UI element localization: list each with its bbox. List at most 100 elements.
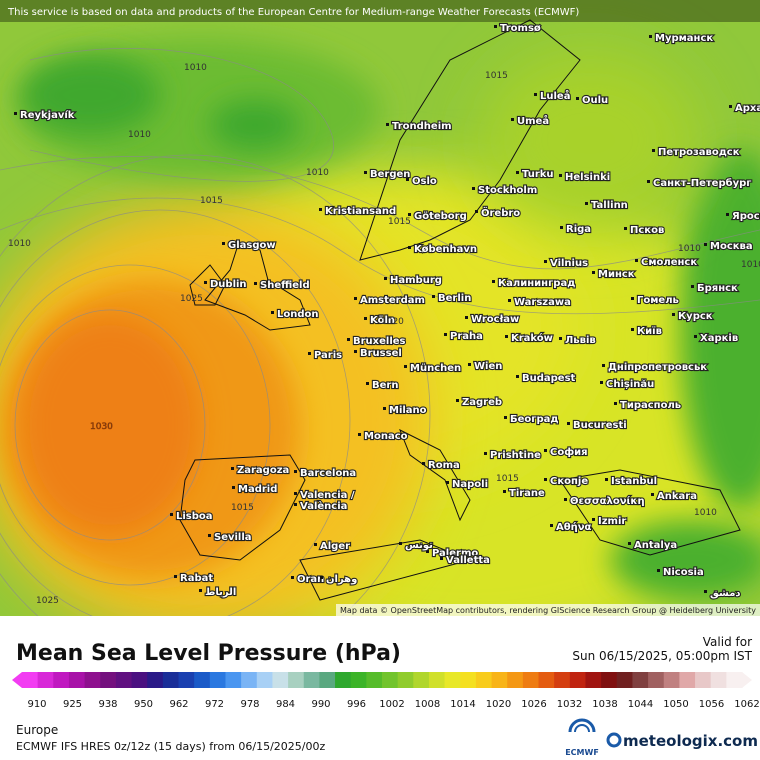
city-label: Valencia / — [300, 490, 355, 501]
contour-label: 1010 — [678, 244, 701, 254]
city-dot — [550, 524, 553, 527]
contour-label: 1015 — [388, 217, 411, 227]
brand-text[interactable]: meteologix.com — [623, 732, 758, 750]
colorbar-swatch — [554, 672, 571, 688]
city-dot — [624, 227, 627, 230]
city-dot — [291, 576, 294, 579]
city-label: Istanbul — [611, 476, 657, 487]
city-dot — [672, 313, 675, 316]
city-dot — [504, 416, 507, 419]
colorbar-swatch — [538, 672, 555, 688]
contour-label: 1010 — [184, 63, 207, 73]
city-dot — [294, 503, 297, 506]
city-dot — [384, 277, 387, 280]
city-dot — [704, 243, 707, 246]
city-label: München — [410, 363, 461, 374]
city-label: دمشق — [710, 588, 741, 599]
colorbar-arrow — [12, 672, 22, 688]
colorbar-tick-label: 1020 — [486, 699, 511, 710]
colorbar-swatch — [382, 672, 399, 688]
map: Reykjavík Tromsø Мурманск Арха Luleå Oulu Umeå… — [0, 0, 760, 616]
city-dot — [199, 589, 202, 592]
city-dot — [516, 375, 519, 378]
colorbar-swatch — [131, 672, 148, 688]
colorbar-swatch — [475, 672, 493, 688]
city-label: Valletta — [446, 555, 490, 566]
colorbar-swatch — [460, 672, 477, 688]
colorbar-tick-label: 1008 — [415, 699, 440, 710]
contour-label: 1025 — [180, 294, 203, 304]
contour-label: 1025 — [36, 596, 59, 606]
city-dot — [635, 259, 638, 262]
colorbar-tick-label: 996 — [347, 699, 366, 710]
city-label: København — [414, 244, 477, 255]
city-label: Tirane — [509, 488, 545, 499]
city-dot — [440, 557, 443, 560]
city-dot — [652, 149, 655, 152]
colorbar-swatch — [710, 672, 727, 688]
contour-label: 1010 — [694, 508, 717, 518]
city-dot — [232, 486, 235, 489]
city-dot — [544, 260, 547, 263]
colorbar-swatch — [241, 672, 258, 688]
city-label: Мурманск — [655, 33, 713, 44]
colorbar-swatch — [84, 672, 101, 688]
city-dot — [628, 542, 631, 545]
colorbar: 910 925 938 950 962 972 978 984 990 996 1002 1008 10… — [12, 672, 760, 710]
map-credit: Map data © OpenStreetMap contributors, r… — [340, 606, 756, 615]
city-label: Sevilla — [214, 532, 252, 543]
city-label: Rabat — [180, 573, 213, 584]
colorbar-tick-label: 978 — [240, 699, 259, 710]
city-label: Kraków — [511, 332, 553, 344]
colorbar-swatch — [507, 672, 524, 688]
city-label: Paris — [314, 350, 342, 361]
colorbar-swatch — [53, 672, 70, 688]
city-dot — [399, 542, 402, 545]
colorbar-swatch — [601, 672, 618, 688]
colorbar-tick-label: 925 — [63, 699, 82, 710]
city-label: الرباط — [205, 587, 236, 598]
city-dot — [366, 382, 369, 385]
city-dot — [726, 213, 729, 216]
city-label: Zaragoza — [237, 465, 289, 476]
colorbar-swatch — [335, 672, 352, 688]
city-label: Tallinn — [591, 200, 628, 211]
contour-label: 1015 — [231, 503, 254, 513]
colorbar-swatch — [616, 672, 633, 688]
city-label: Bruxelles — [353, 336, 406, 347]
city-dot — [494, 25, 497, 28]
city-label: València — [300, 500, 347, 512]
city-dot — [691, 285, 694, 288]
valid-label: Valid for — [703, 635, 752, 649]
city-dot — [475, 210, 478, 213]
region: Europe — [16, 723, 58, 737]
colorbar-swatch — [100, 672, 117, 688]
colorbar-swatch — [178, 672, 195, 688]
city-label: Trondheim — [392, 121, 452, 132]
city-label: وهران — [326, 574, 357, 585]
city-label: Vilnius — [550, 258, 588, 269]
city-dot — [320, 576, 323, 579]
city-label: Praha — [450, 331, 483, 342]
city-dot — [271, 311, 274, 314]
pressure-field — [0, 0, 760, 616]
city-label: Izmir — [598, 516, 626, 527]
city-label: Oran — [297, 574, 324, 585]
city-label: Wrocław — [471, 314, 519, 325]
colorbar-tick-label: 1014 — [450, 699, 475, 710]
city-label: Alger — [320, 541, 350, 552]
city-dot — [592, 271, 595, 274]
city-label: Prishtine — [490, 450, 541, 461]
city-label: Θεσσαλονίκη — [570, 495, 645, 507]
valid-time: Sun 06/15/2025, 05:00pm IST — [572, 649, 752, 663]
city-label: Дніпропетровськ — [608, 362, 707, 373]
city-dot — [446, 481, 449, 484]
city-dot — [444, 333, 447, 336]
colorbar-tick-label: 1032 — [557, 699, 582, 710]
colorbar-tick-label: 984 — [276, 699, 295, 710]
city-label: Київ — [637, 325, 662, 337]
colorbar-tick-label: 950 — [134, 699, 153, 710]
city-label: Madrid — [238, 484, 277, 495]
contour-label: 1010 — [128, 130, 151, 140]
contour-label: 1010 — [306, 168, 329, 178]
